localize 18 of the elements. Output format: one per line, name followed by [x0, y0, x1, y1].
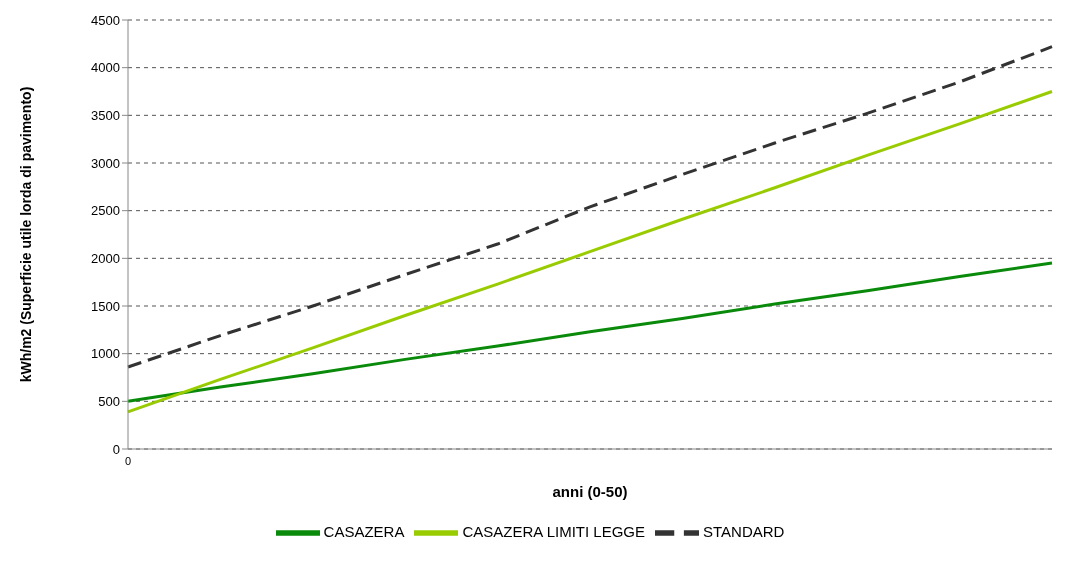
y-tick-label: 2500 — [91, 203, 120, 219]
line-series — [126, 90, 1054, 414]
y-tick-label: 3500 — [91, 107, 120, 123]
legend-label: CASAZERA — [323, 522, 405, 540]
y-tick-label: 3000 — [91, 155, 120, 171]
y-tick-label: 1500 — [91, 298, 120, 314]
x-axis-title: anni (0-50) — [552, 483, 628, 500]
legend-label: STANDARD — [703, 522, 785, 540]
y-tick-label: 1000 — [91, 346, 120, 362]
y-tick-label: 500 — [98, 393, 120, 409]
legend-label: CASAZERA LIMITI LEGGE — [462, 522, 645, 540]
y-tick-label: 4500 — [91, 12, 120, 28]
y-tick-label: 2000 — [91, 250, 120, 266]
y-tick-label: 0 — [112, 441, 120, 457]
y-axis-title: kWh/m2 (Superficie utile lorda di pavimento) — [17, 86, 34, 383]
line-series — [126, 45, 1054, 369]
y-tick-label: 4000 — [91, 60, 120, 76]
line-series — [126, 261, 1054, 403]
